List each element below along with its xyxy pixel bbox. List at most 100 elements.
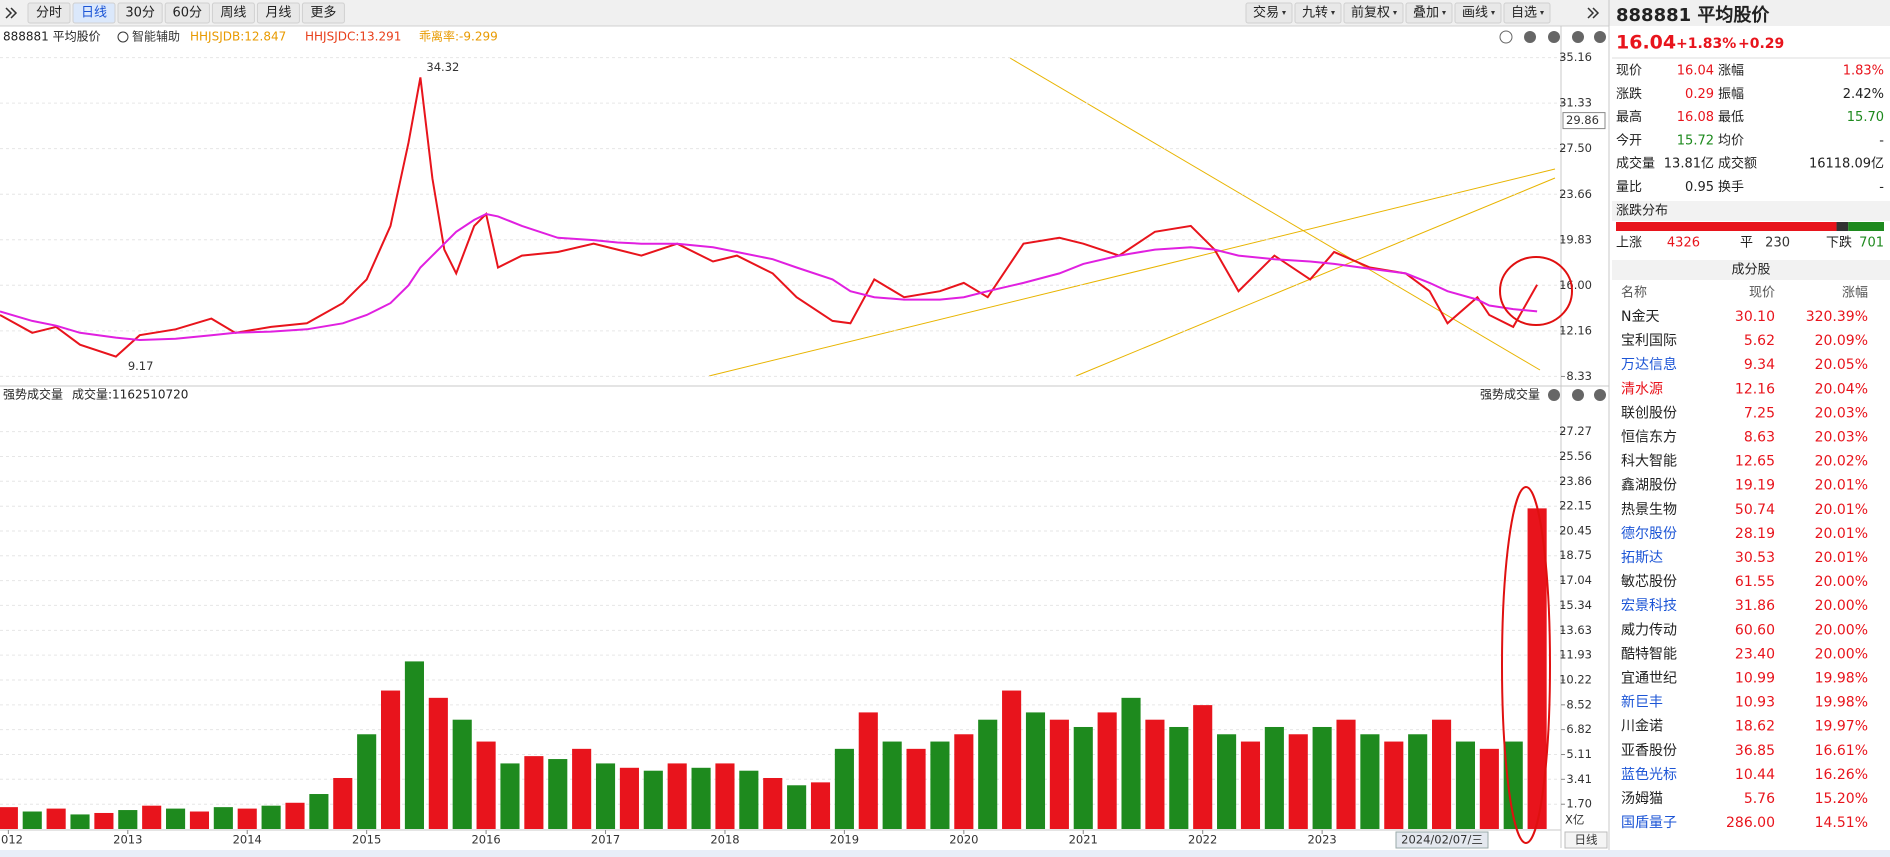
period-button[interactable]: [117, 2, 163, 24]
volume-bar: [118, 810, 138, 829]
y-tick-label: 25.56: [1559, 449, 1592, 463]
stock-name[interactable]: 宝利国际: [1621, 333, 1677, 349]
collapse-icon[interactable]: [1592, 7, 1600, 19]
stock-name[interactable]: 蓝色光标: [1621, 766, 1677, 783]
section-bg: [1612, 201, 1890, 221]
stock-pct: 20.01%: [1815, 550, 1868, 566]
volume-bar: [1432, 719, 1452, 829]
y-tick-label: 16.00: [1559, 278, 1592, 292]
stock-name[interactable]: 川金诺: [1621, 719, 1663, 735]
assist-toggle[interactable]: [117, 31, 129, 43]
field-value: 15.70: [1847, 110, 1884, 125]
stock-price: 19.19: [1735, 478, 1775, 494]
stock-price: 8.63: [1744, 430, 1775, 446]
stock-name[interactable]: 联创股份: [1621, 405, 1677, 421]
stock-name[interactable]: 国盾量子: [1621, 815, 1677, 831]
indicator: 智能辅助: [132, 29, 180, 44]
period-button[interactable]: [256, 2, 300, 24]
stock-name[interactable]: 万达信息: [1621, 356, 1677, 373]
stock-name[interactable]: N金天: [1621, 309, 1659, 325]
tool-icon[interactable]: [1594, 31, 1606, 43]
tool-button[interactable]: [1405, 2, 1453, 24]
stock-pct: 19.98%: [1815, 695, 1868, 711]
stock-name[interactable]: 宜通世纪: [1621, 671, 1677, 687]
stock-name[interactable]: 拓斯达: [1621, 550, 1663, 566]
volume-bar: [476, 741, 496, 829]
volume-bar: [1360, 734, 1380, 829]
tool-button[interactable]: [1503, 2, 1551, 24]
volume-bar: [1002, 690, 1022, 829]
y-tick-label: 20.45: [1559, 523, 1592, 537]
stock-name[interactable]: 汤姆猫: [1621, 791, 1663, 807]
expand-icon[interactable]: [5, 7, 13, 19]
volume-bar: [1097, 712, 1117, 829]
tool-button[interactable]: [1245, 2, 1293, 24]
quote-change: +0.29: [1738, 36, 1784, 52]
volume-bar: [309, 794, 329, 829]
tool-button[interactable]: [1454, 2, 1502, 24]
volume-bar: [548, 759, 568, 829]
tool-button[interactable]: [1294, 2, 1342, 24]
period-button[interactable]: [27, 2, 71, 24]
quote-price: 16.04: [1616, 32, 1676, 54]
volume-bar: [524, 756, 544, 829]
stock-price: 28.19: [1735, 526, 1775, 542]
volume-bar: [787, 785, 807, 829]
field-label: 量比: [1616, 180, 1642, 195]
tool-icon[interactable]: [1572, 389, 1584, 401]
period-label: 30分: [125, 6, 155, 21]
tool-button[interactable]: [1343, 2, 1404, 24]
y-tick-label: 23.86: [1559, 474, 1592, 488]
tool-icon[interactable]: [1594, 389, 1606, 401]
volume-bar: [500, 763, 520, 829]
distribution-label: 下跌: [1826, 235, 1852, 251]
period-label: 周线: [220, 6, 246, 21]
volume-bar: [619, 767, 639, 829]
stock-name[interactable]: 德尔股份: [1621, 526, 1677, 542]
tool-icon[interactable]: [1548, 31, 1560, 43]
volume-bar: [333, 777, 353, 829]
stock-price: 30.10: [1735, 309, 1775, 325]
stock-name[interactable]: 清水源: [1621, 381, 1663, 397]
stock-pct: 20.04%: [1815, 381, 1868, 397]
dropdown-arrow: [1491, 11, 1495, 15]
collapse-icon[interactable]: [1587, 7, 1595, 19]
stock-name[interactable]: 亚香股份: [1621, 743, 1677, 759]
tool-icon[interactable]: [1548, 389, 1560, 401]
volume-bar: [667, 763, 687, 829]
stock-name[interactable]: 热景生物: [1621, 502, 1677, 518]
stock-pct: 20.05%: [1815, 357, 1868, 373]
tool-icon[interactable]: [1499, 30, 1513, 44]
stock-price: 5.76: [1744, 791, 1775, 807]
trend-line: [708, 168, 1556, 377]
tool-icon[interactable]: [1524, 31, 1536, 43]
dropdown-arrow: [1282, 11, 1286, 15]
field-value: 16.08: [1677, 110, 1714, 125]
y-tick-label: 3.41: [1566, 772, 1592, 786]
low-label: 9.17: [128, 359, 154, 373]
cursor-date: 2024/02/07/三: [1401, 833, 1483, 847]
trend-line: [1075, 177, 1556, 377]
stock-name[interactable]: 新巨丰: [1621, 695, 1663, 711]
stock-name[interactable]: 酷特智能: [1621, 646, 1677, 662]
expand-icon[interactable]: [10, 7, 18, 19]
period-button[interactable]: [211, 2, 255, 24]
chart-tools: [1499, 30, 1606, 401]
period-button[interactable]: [301, 2, 345, 24]
period-button[interactable]: [72, 2, 116, 24]
stock-price: 60.60: [1735, 622, 1775, 638]
tool-icon[interactable]: [1572, 31, 1584, 43]
stock-name[interactable]: 敏芯股份: [1621, 574, 1677, 590]
period-button[interactable]: [164, 2, 210, 24]
volume-bar: [213, 807, 233, 829]
distribution-bar: [1848, 222, 1884, 231]
stock-name[interactable]: 鑫湖股份: [1621, 477, 1677, 494]
stock-name[interactable]: 恒信东方: [1621, 430, 1677, 446]
indicator: 乖离率:-9.299: [419, 29, 498, 44]
x-tick-label: 2018: [710, 833, 739, 847]
stock-name[interactable]: 科大智能: [1621, 454, 1677, 470]
stock-name[interactable]: 宏景科技: [1621, 598, 1677, 614]
stock-name[interactable]: 威力传动: [1621, 622, 1677, 638]
